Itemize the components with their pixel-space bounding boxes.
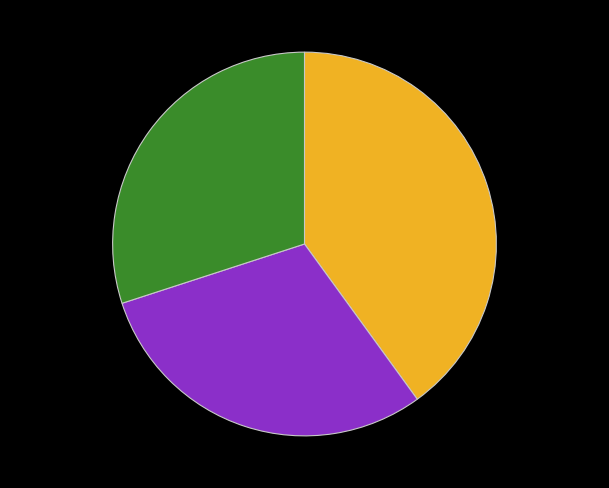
Wedge shape	[113, 52, 304, 303]
Wedge shape	[304, 52, 496, 399]
Wedge shape	[122, 244, 417, 436]
